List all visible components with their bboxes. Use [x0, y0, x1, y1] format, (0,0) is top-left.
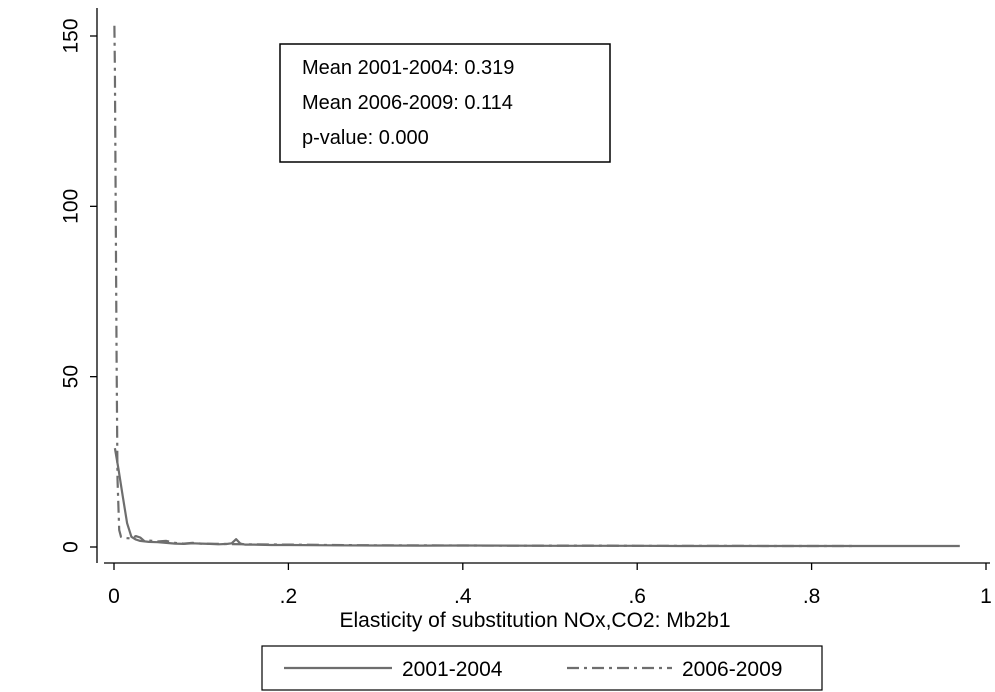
series-line-2001-2004 [113, 448, 960, 548]
x-tick-label: .8 [803, 585, 821, 608]
annotation-mean-2006-2009: Mean 2006-2009: 0.114 [302, 92, 513, 114]
x-tick-label: 0 [108, 585, 120, 608]
legend-label-2001-2004: 2001-2004 [402, 658, 503, 681]
legend-label-2006-2009: 2006-2009 [682, 658, 782, 681]
plot-lines [113, 25, 960, 548]
x-axis-title: Elasticity of substitution NOx,CO2: Mb2b… [340, 609, 731, 632]
annotation-mean-2001-2004: Mean 2001-2004: 0.319 [302, 57, 514, 79]
y-tick-label: 100 [60, 189, 83, 224]
x-tick-label: .6 [628, 585, 646, 608]
x-axis: 0 .2 .4 .6 .8 1 [104, 562, 992, 608]
annotation-p-value: p-value: 0.000 [302, 127, 429, 149]
y-tick-label: 150 [60, 18, 83, 53]
stats-annotation-box: Mean 2001-2004: 0.319 Mean 2006-2009: 0.… [279, 43, 611, 163]
x-tick-label: .2 [280, 585, 298, 608]
y-tick-label: 50 [60, 365, 83, 388]
y-axis: 0 50 100 150 [60, 8, 98, 563]
legend: 2001-2004 2006-2009 [261, 645, 823, 691]
y-tick-label: 0 [60, 541, 83, 553]
x-tick-label: .4 [454, 585, 472, 608]
annotation-box-frame [279, 43, 611, 163]
x-tick-label: 1 [980, 585, 992, 608]
series-line-2006-2009 [113, 25, 856, 548]
